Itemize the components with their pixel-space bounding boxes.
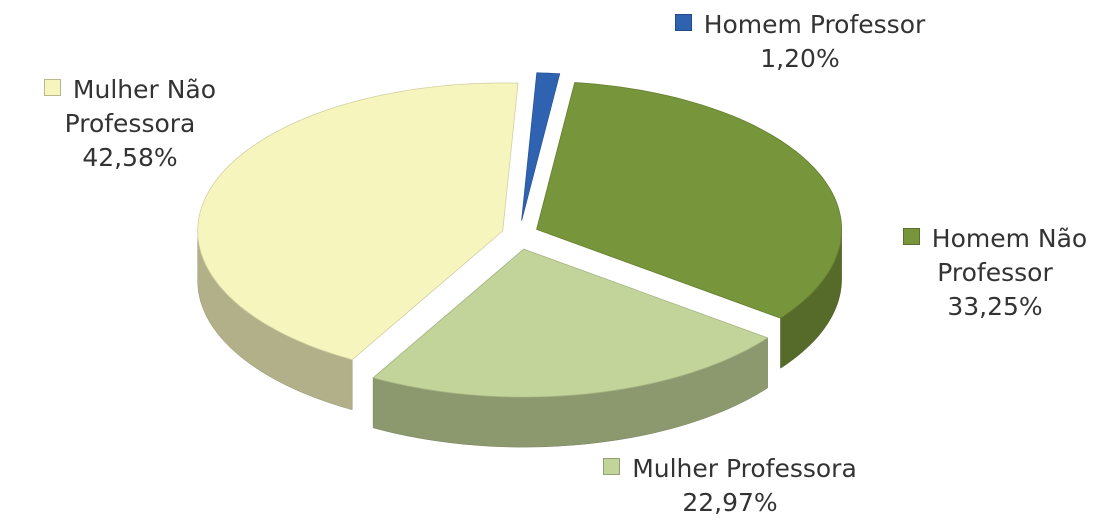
- category-label: Homem Não Professor: [931, 224, 1088, 287]
- legend-swatch: [674, 14, 692, 31]
- slice: [536, 82, 843, 319]
- category-label: Mulher Não Professora: [64, 75, 217, 138]
- slice: [521, 72, 561, 221]
- value-label: 22,97%: [682, 488, 778, 517]
- legend-swatch: [902, 228, 920, 245]
- category-label: Mulher Professora: [632, 454, 857, 483]
- legend-swatch: [603, 458, 621, 475]
- value-label: 1,20%: [760, 44, 840, 73]
- slice: [197, 82, 519, 361]
- value-label: 42,58%: [82, 143, 178, 172]
- data-label: Mulher Não Professora 42,58%: [10, 73, 250, 175]
- data-label: Homem Professor 1,20%: [640, 8, 960, 76]
- category-label: Homem Professor: [703, 10, 926, 39]
- legend-swatch: [43, 79, 61, 96]
- data-label: Homem Não Professor 33,25%: [880, 222, 1110, 324]
- value-label: 33,25%: [947, 292, 1043, 321]
- slice: [372, 248, 769, 398]
- data-label: Mulher Professora 22,97%: [560, 452, 900, 520]
